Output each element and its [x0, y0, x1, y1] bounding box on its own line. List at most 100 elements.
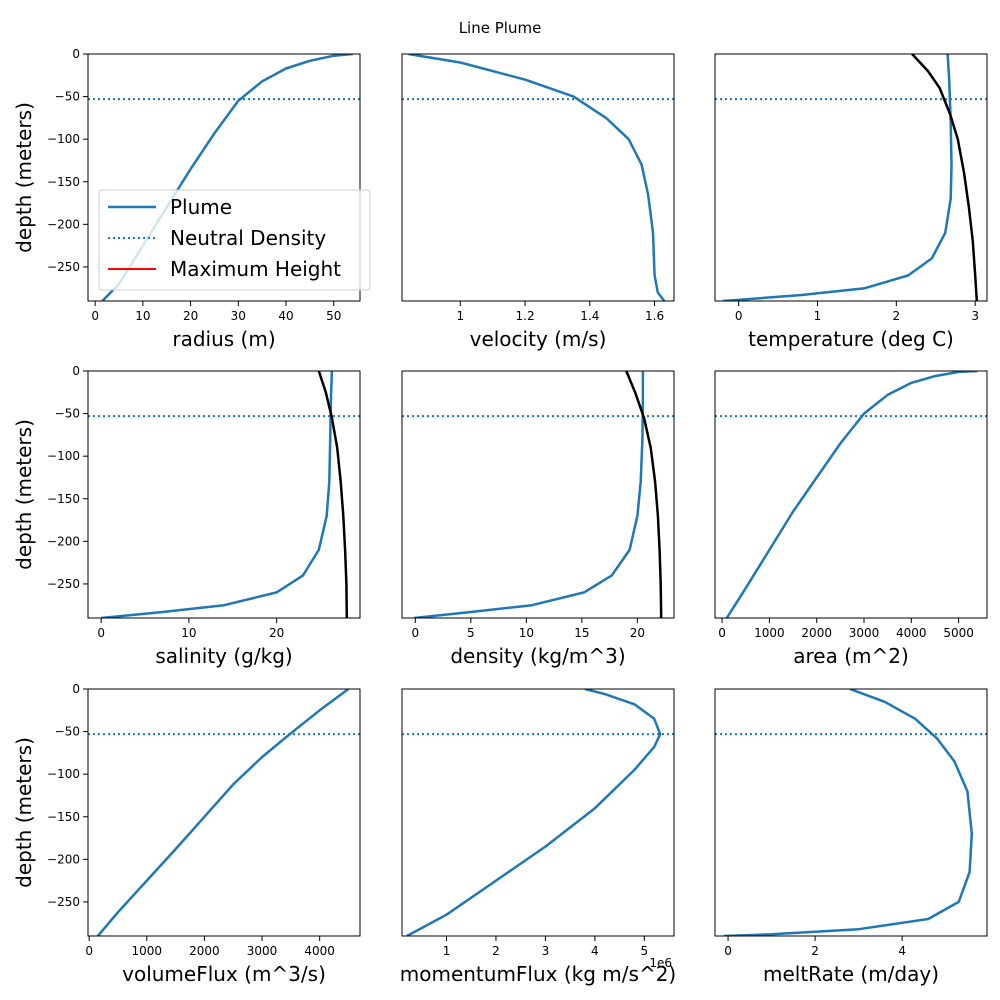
legend-maximum-height-label: Maximum Height: [170, 257, 341, 281]
x-tick-label: 1000: [754, 626, 785, 640]
x-tick-label: 2: [893, 309, 901, 323]
x-tick-label: 2000: [189, 944, 220, 958]
axes-frame: [714, 370, 988, 619]
y-axis-label: depth (meters): [12, 102, 36, 253]
x-axis-label: momentumFlux (kg m/s^2): [400, 962, 676, 986]
y-axis-label: depth (meters): [12, 419, 36, 570]
x-tick-label: 3000: [247, 944, 278, 958]
x-tick-label: 0: [724, 944, 732, 958]
x-tick-label: 30: [231, 309, 246, 323]
panel-velocity: 1 1.2 1.4 1.6 velocity (m/s): [401, 53, 675, 351]
legend-plume-label: Plume: [170, 195, 232, 219]
panel-salinity: 0 10 20 0 −50 −100 −150 −200 −250 salinity (g/kg)…: [12, 364, 361, 668]
y-axis-label: depth (meters): [12, 737, 36, 888]
legend: Plume Neutral Density Maximum Height: [98, 189, 371, 291]
x-tick-label: 1: [443, 944, 451, 958]
x-offset-text: 1e6: [649, 956, 672, 970]
axes-frame: [714, 688, 988, 937]
y-tick-label: −50: [55, 725, 80, 739]
x-axis-label: radius (m): [172, 327, 275, 351]
y-tick-label: −200: [47, 852, 80, 866]
x-tick-label: 1000: [132, 944, 163, 958]
x-tick-label: 0: [91, 309, 99, 323]
legend-frame: [98, 189, 371, 291]
x-tick-label: 4: [898, 944, 906, 958]
axes-frame: [401, 370, 675, 619]
y-tick-label: −50: [55, 407, 80, 421]
x-tick-label: 3: [971, 309, 979, 323]
y-tick-label: −200: [47, 534, 80, 548]
x-tick-label: 10: [519, 626, 534, 640]
y-tick-label: −250: [47, 577, 80, 591]
y-tick-label: −100: [47, 132, 80, 146]
x-tick-label: 1.4: [580, 309, 599, 323]
y-tick-label: −100: [47, 767, 80, 781]
panel-area: 0 1000 2000 3000 4000 5000 area (m^2): [714, 370, 988, 668]
x-axis-label: area (m^2): [793, 644, 909, 668]
panel-meltrate: 0 2 4 meltRate (m/day): [714, 688, 988, 986]
x-tick-label: 0: [97, 626, 105, 640]
y-tick-label: −150: [47, 810, 80, 824]
x-axis-label: velocity (m/s): [470, 327, 607, 351]
x-tick-label: 10: [181, 626, 196, 640]
x-tick-label: 3000: [849, 626, 880, 640]
ambient-line: [911, 54, 979, 301]
y-tick-label: −150: [47, 492, 80, 506]
y-tick-label: 0: [72, 364, 80, 378]
axes-frame: [401, 53, 675, 302]
ambient-line: [317, 371, 349, 618]
y-tick-label: −250: [47, 895, 80, 909]
x-tick-label: 1.2: [516, 309, 535, 323]
ambient-line: [625, 371, 663, 618]
x-tick-label: 1: [814, 309, 822, 323]
x-tick-label: 1: [456, 309, 464, 323]
legend-neutral-density-label: Neutral Density: [170, 226, 326, 250]
x-tick-label: 0: [735, 309, 743, 323]
x-tick-label: 1.6: [645, 309, 664, 323]
x-tick-label: 20: [269, 626, 284, 640]
x-tick-label: 40: [278, 309, 293, 323]
x-tick-label: 2000: [801, 626, 832, 640]
axes-frame: [401, 688, 675, 937]
axes-frame: [714, 53, 988, 302]
x-axis-label: temperature (deg C): [748, 327, 954, 351]
y-tick-label: −100: [47, 449, 80, 463]
panel-density: 0 5 10 15 20 density (kg/m^3): [401, 370, 675, 668]
x-tick-label: 15: [574, 626, 589, 640]
x-tick-label: 4000: [896, 626, 927, 640]
panel-temperature: 0 1 2 3 temperature (deg C): [714, 53, 988, 351]
y-tick-label: −150: [47, 175, 80, 189]
x-tick-label: 5: [641, 944, 649, 958]
x-axis-label: density (kg/m^3): [450, 644, 625, 668]
x-axis-label: volumeFlux (m^3/s): [122, 962, 326, 986]
x-axis-label: salinity (g/kg): [155, 644, 292, 668]
y-tick-label: 0: [72, 682, 80, 696]
x-tick-label: 50: [326, 309, 341, 323]
x-tick-label: 20: [183, 309, 198, 323]
x-tick-label: 2: [492, 944, 500, 958]
plume-line: [406, 689, 662, 936]
plume-line: [96, 689, 350, 936]
x-tick-label: 4: [591, 944, 599, 958]
axes-frame: [87, 688, 361, 937]
plume-line: [722, 54, 953, 301]
x-tick-label: 0: [412, 626, 420, 640]
panel-momentumflux: 1 2 3 4 5 momentumFlux (kg m/s^2)1e6: [400, 688, 676, 986]
x-tick-label: 20: [630, 626, 645, 640]
y-tick-label: −250: [47, 260, 80, 274]
x-axis-label: meltRate (m/day): [763, 962, 939, 986]
y-tick-label: 0: [72, 47, 80, 61]
axes-frame: [87, 53, 361, 302]
x-tick-label: 10: [135, 309, 150, 323]
x-tick-label: 2: [811, 944, 819, 958]
plume-line: [725, 371, 978, 618]
x-tick-label: 5: [467, 626, 475, 640]
x-tick-label: 3: [542, 944, 550, 958]
x-tick-label: 0: [718, 626, 726, 640]
plume-line: [414, 371, 645, 618]
y-tick-label: −50: [55, 90, 80, 104]
x-tick-label: 5000: [943, 626, 974, 640]
figure-title: Line Plume: [459, 19, 542, 37]
panel-volumeflux: 0 1000 2000 3000 4000 0 −50 −100 −150 −200 −250 vol…: [12, 682, 361, 986]
